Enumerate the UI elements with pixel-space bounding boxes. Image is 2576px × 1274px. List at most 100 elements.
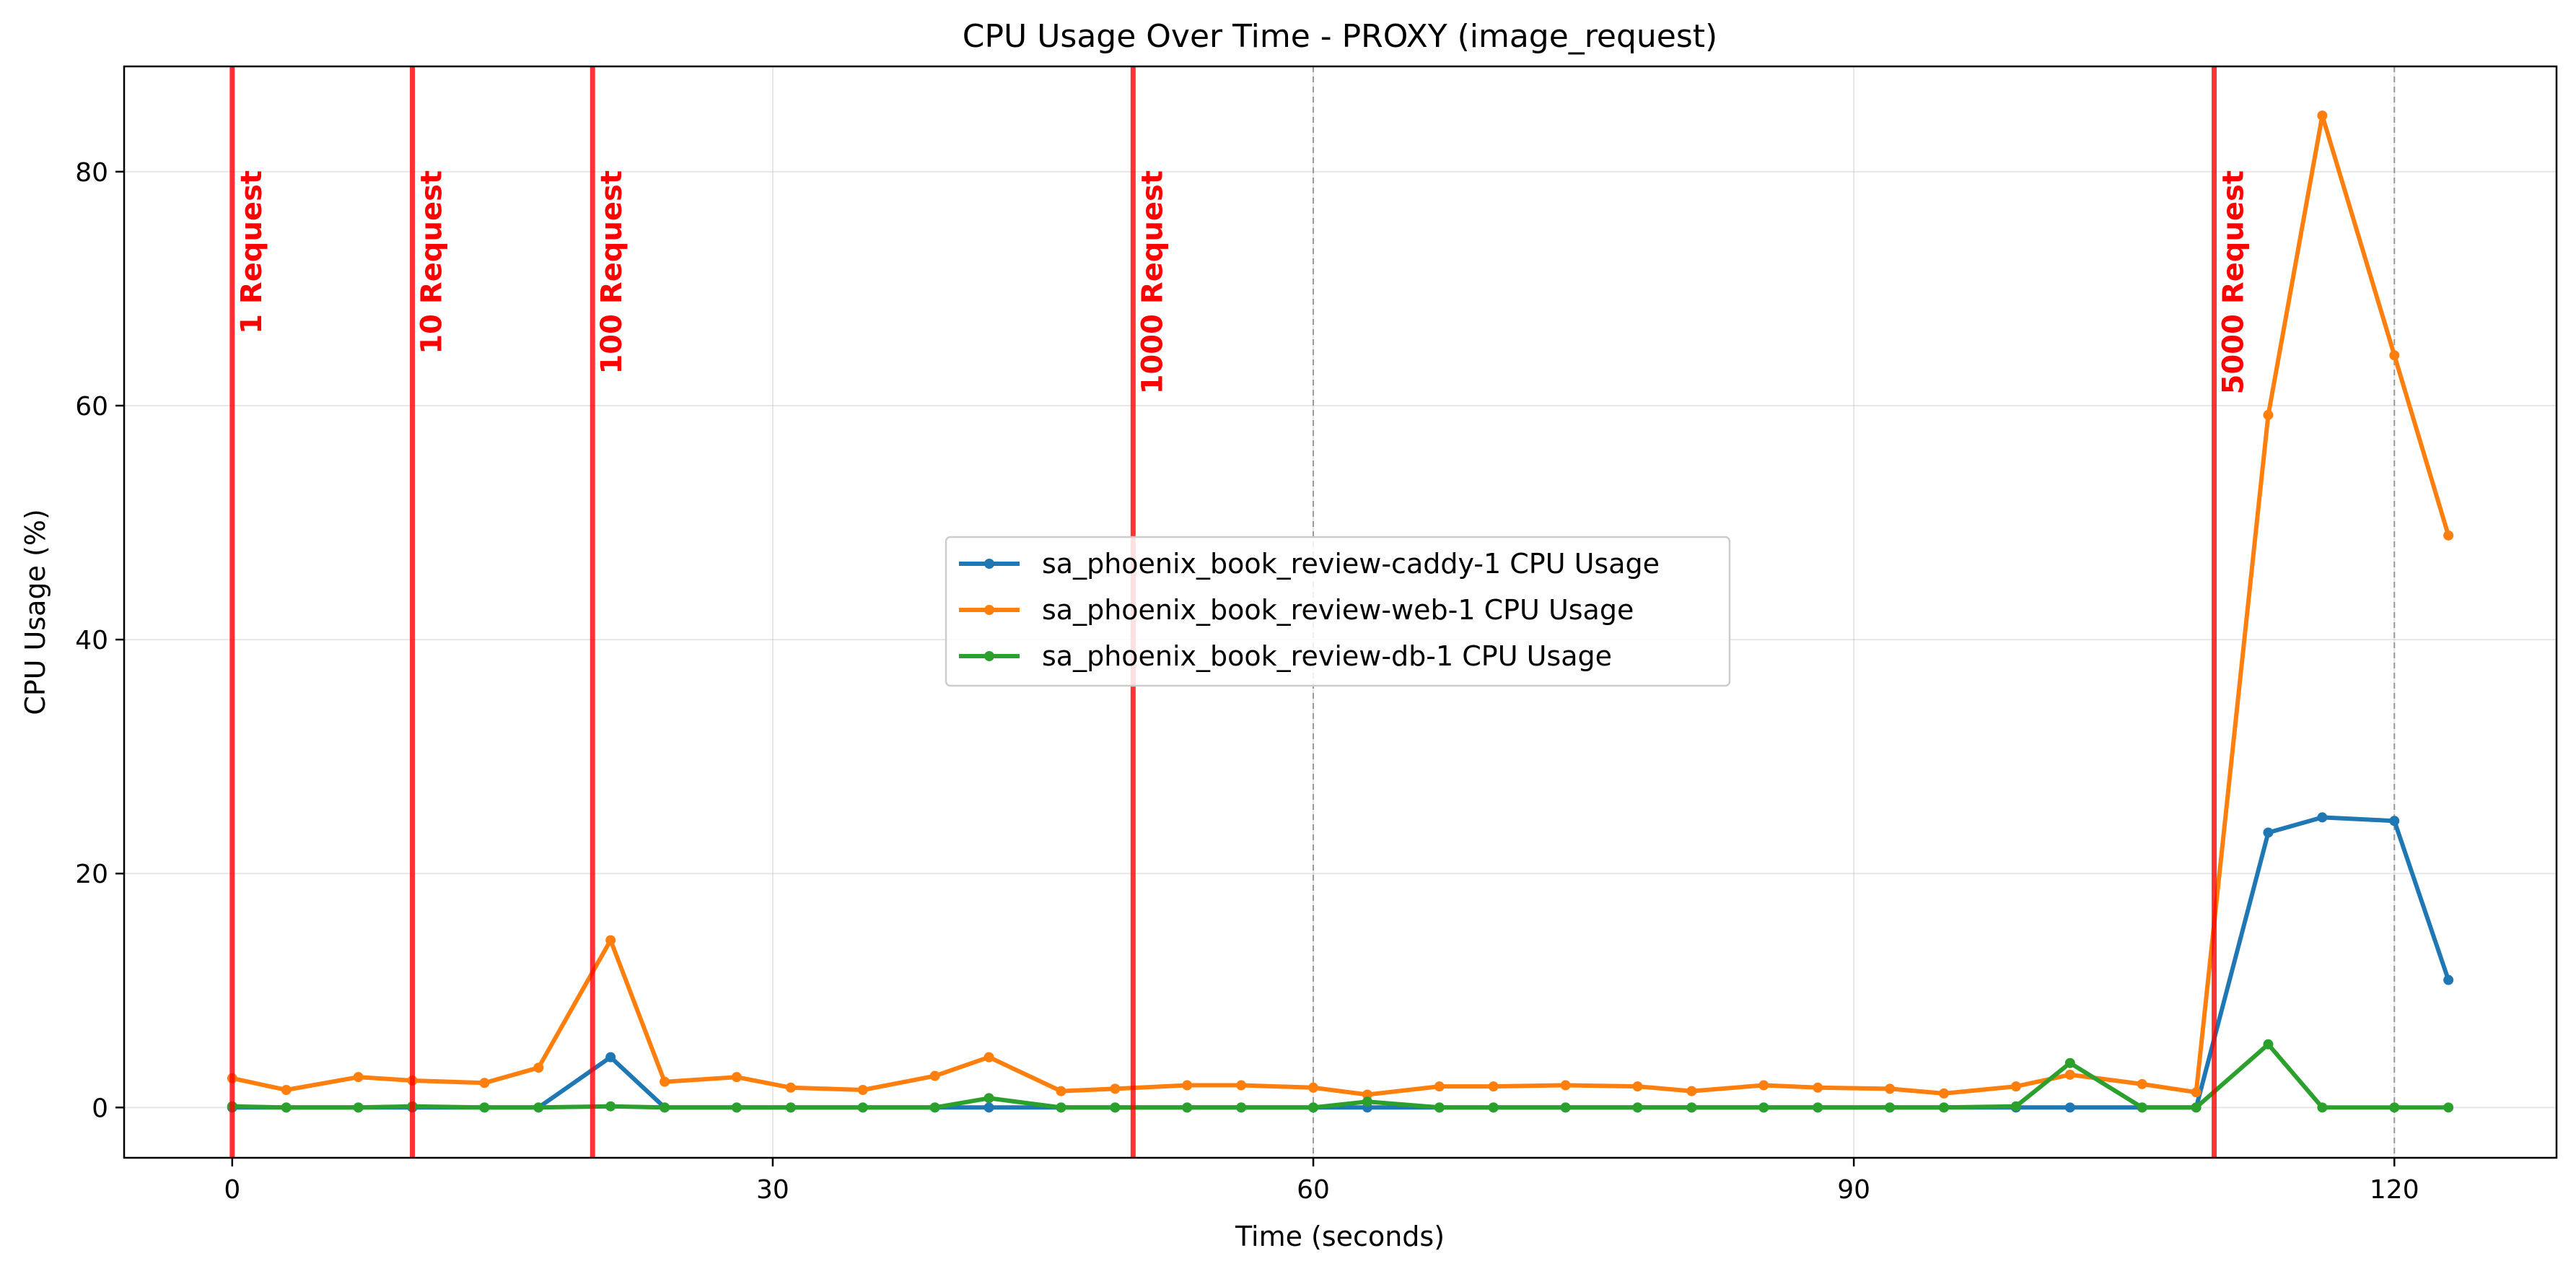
- series-0-point: [2317, 812, 2328, 823]
- series-2-point: [1885, 1102, 1896, 1113]
- legend-box: [945, 536, 1731, 687]
- series-0-point: [605, 1052, 616, 1063]
- series-2-point: [605, 1101, 616, 1112]
- series-2-point: [2137, 1102, 2147, 1113]
- series-2-point: [1308, 1102, 1319, 1113]
- chart-title: CPU Usage Over Time - PROXY (image_reque…: [963, 18, 1717, 55]
- series-1-point: [2137, 1078, 2147, 1089]
- series-2-point: [2010, 1101, 2021, 1112]
- series-1-point: [1813, 1082, 1823, 1093]
- series-1-point: [1110, 1083, 1121, 1094]
- series-2-point: [1488, 1102, 1499, 1113]
- request-markers: 1 Request 10 Request 100 Request 1000 Reque…: [229, 66, 2251, 1158]
- series-1-point: [1560, 1080, 1571, 1091]
- series-2-point: [2317, 1102, 2328, 1113]
- series-1-point: [785, 1082, 796, 1093]
- series-2-point: [1560, 1102, 1571, 1113]
- series-1-point: [1236, 1080, 1247, 1091]
- y-tick-label: 0: [92, 1094, 108, 1123]
- series-2-point: [1939, 1102, 1950, 1113]
- y-tick-label: 20: [75, 860, 108, 889]
- legend-swatch-marker: [984, 605, 994, 615]
- series-1-point: [2010, 1081, 2021, 1092]
- x-tick-label: 90: [1837, 1175, 1870, 1205]
- series-2-point: [533, 1102, 544, 1113]
- series-1-point: [1056, 1086, 1066, 1096]
- series-2-point: [660, 1102, 670, 1113]
- series-1-point: [2064, 1069, 2075, 1080]
- request-marker-label: 5000 Request: [2217, 170, 2251, 394]
- series-0-point: [2443, 974, 2454, 985]
- series-1-point: [1434, 1081, 1445, 1092]
- series-1-point: [731, 1072, 742, 1083]
- x-tick-label: 30: [756, 1175, 789, 1205]
- series-2-point: [1056, 1102, 1066, 1113]
- y-tick-label: 60: [75, 392, 108, 422]
- legend: sa_phoenix_book_review-caddy-1 CPU Usage…: [945, 536, 1731, 687]
- x-tick-label: 0: [224, 1175, 240, 1205]
- series-2-point: [1110, 1102, 1121, 1113]
- series-2-point: [1686, 1102, 1697, 1113]
- series-1-point: [1939, 1088, 1950, 1099]
- series-lines: [227, 110, 2454, 1113]
- y-tick-label: 40: [75, 626, 108, 655]
- request-marker-label: 100 Request: [595, 170, 628, 375]
- series-1-point: [1182, 1080, 1193, 1091]
- request-marker-label: 10 Request: [416, 170, 449, 354]
- series-2-point: [2443, 1102, 2454, 1113]
- series-1-point: [929, 1070, 940, 1081]
- x-axis-label: Time (seconds): [1235, 1221, 1445, 1252]
- series-2-point: [857, 1102, 868, 1113]
- y-axis-label: CPU Usage (%): [19, 509, 51, 715]
- series-2-point: [785, 1102, 796, 1113]
- series-2-point: [281, 1102, 292, 1113]
- series-1-point: [1686, 1086, 1697, 1096]
- series-line-2: [232, 1042, 2449, 1110]
- series-1-point: [1885, 1083, 1896, 1094]
- series-2-point: [731, 1102, 742, 1113]
- series-2-point: [1813, 1102, 1823, 1113]
- series-0-point: [2263, 827, 2274, 838]
- series-1-point: [983, 1052, 994, 1063]
- legend-entry-label: sa_phoenix_book_review-db-1 CPU Usage: [1042, 640, 1612, 672]
- series-1-point: [660, 1076, 670, 1087]
- series-1-point: [1488, 1081, 1499, 1092]
- series-2-point: [929, 1102, 940, 1113]
- legend-swatch-marker: [984, 651, 994, 661]
- request-marker-label: 1 Request: [235, 170, 268, 334]
- series-1-point: [479, 1078, 490, 1088]
- series-2-point: [479, 1102, 490, 1113]
- series-1-point: [1758, 1080, 1769, 1091]
- series-1-point: [353, 1072, 364, 1083]
- series-2-point: [353, 1102, 364, 1113]
- series-2-point: [1362, 1096, 1372, 1107]
- series-1-point: [1308, 1082, 1319, 1093]
- series-1-point: [2443, 530, 2454, 541]
- plot-area-frame: [123, 65, 2558, 1159]
- series-2-point: [1182, 1102, 1193, 1113]
- series-1-point: [2191, 1087, 2202, 1098]
- series-2-point: [2191, 1102, 2202, 1113]
- request-marker-label: 1000 Request: [1136, 170, 1169, 394]
- series-1-point: [2317, 110, 2328, 121]
- series-line-0: [232, 815, 2451, 1110]
- series-2-point: [2064, 1057, 2075, 1068]
- series-1-point: [281, 1085, 292, 1096]
- series-0-point: [2389, 816, 2400, 826]
- legend-entry-label: sa_phoenix_book_review-caddy-1 CPU Usage: [1042, 548, 1660, 580]
- y-tick-label: 80: [75, 158, 108, 188]
- series-1-point: [2389, 350, 2400, 361]
- series-2-point: [1632, 1102, 1643, 1113]
- series-1-point: [857, 1085, 868, 1096]
- series-2-point: [1434, 1102, 1445, 1113]
- legend-entry-label: sa_phoenix_book_review-web-1 CPU Usage: [1042, 594, 1634, 626]
- series-1-point: [1362, 1089, 1372, 1100]
- series-line-1: [232, 113, 2451, 1097]
- legend-swatch-marker: [984, 559, 994, 569]
- x-tick-label: 120: [2370, 1175, 2419, 1205]
- series-2-point: [983, 1093, 994, 1104]
- series-1-point: [1632, 1081, 1643, 1092]
- series-2-point: [2263, 1039, 2274, 1050]
- series-0-point: [2064, 1102, 2075, 1113]
